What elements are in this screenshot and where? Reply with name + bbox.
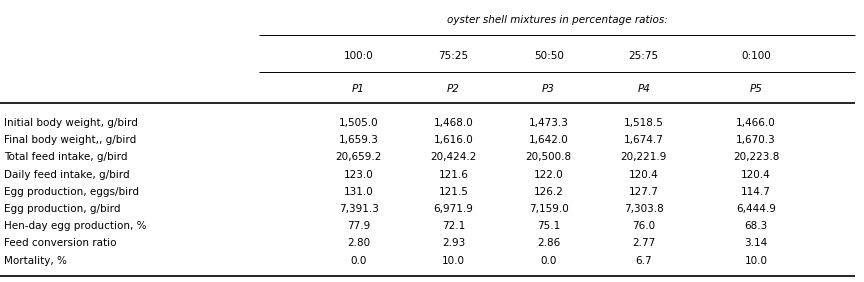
Text: 6,971.9: 6,971.9 [434, 204, 473, 214]
Text: 100:0: 100:0 [344, 51, 373, 61]
Text: 120.4: 120.4 [741, 169, 771, 180]
Text: 1,466.0: 1,466.0 [736, 118, 776, 128]
Text: 2.80: 2.80 [347, 239, 370, 248]
Text: Egg production, eggs/bird: Egg production, eggs/bird [4, 187, 139, 197]
Text: 20,424.2: 20,424.2 [430, 152, 477, 162]
Text: 2.77: 2.77 [632, 239, 655, 248]
Text: 2.93: 2.93 [442, 239, 465, 248]
Text: Mortality, %: Mortality, % [4, 256, 67, 266]
Text: 1,659.3: 1,659.3 [339, 135, 378, 145]
Text: 50:50: 50:50 [534, 51, 563, 61]
Text: 0:100: 0:100 [741, 51, 771, 61]
Text: 120.4: 120.4 [629, 169, 658, 180]
Text: 1,674.7: 1,674.7 [624, 135, 664, 145]
Text: 131.0: 131.0 [344, 187, 373, 197]
Text: 114.7: 114.7 [741, 187, 771, 197]
Text: 126.2: 126.2 [534, 187, 563, 197]
Text: 77.9: 77.9 [347, 221, 370, 231]
Text: 25:75: 25:75 [629, 51, 658, 61]
Text: 1,670.3: 1,670.3 [736, 135, 776, 145]
Text: Egg production, g/bird: Egg production, g/bird [4, 204, 121, 214]
Text: 127.7: 127.7 [629, 187, 658, 197]
Text: 122.0: 122.0 [534, 169, 563, 180]
Text: Hen-day egg production, %: Hen-day egg production, % [4, 221, 147, 231]
Text: 6,444.9: 6,444.9 [736, 204, 776, 214]
Text: 1,473.3: 1,473.3 [529, 118, 569, 128]
Text: Daily feed intake, g/bird: Daily feed intake, g/bird [4, 169, 130, 180]
Text: 10.0: 10.0 [745, 256, 767, 266]
Text: 68.3: 68.3 [745, 221, 767, 231]
Text: 0.0: 0.0 [541, 256, 556, 266]
Text: 72.1: 72.1 [442, 221, 465, 231]
Text: 20,221.9: 20,221.9 [620, 152, 667, 162]
Text: 6.7: 6.7 [635, 256, 652, 266]
Text: 10.0: 10.0 [442, 256, 465, 266]
Text: 20,500.8: 20,500.8 [525, 152, 572, 162]
Text: 1,505.0: 1,505.0 [339, 118, 378, 128]
Text: 1,616.0: 1,616.0 [434, 135, 473, 145]
Text: 75:25: 75:25 [439, 51, 468, 61]
Text: 123.0: 123.0 [344, 169, 373, 180]
Text: 1,642.0: 1,642.0 [529, 135, 569, 145]
Text: 3.14: 3.14 [745, 239, 767, 248]
Text: 0.0: 0.0 [351, 256, 366, 266]
Text: 7,391.3: 7,391.3 [339, 204, 378, 214]
Text: 76.0: 76.0 [632, 221, 655, 231]
Text: 7,159.0: 7,159.0 [529, 204, 569, 214]
Text: 121.6: 121.6 [439, 169, 468, 180]
Text: Total feed intake, g/bird: Total feed intake, g/bird [4, 152, 128, 162]
Text: 1,468.0: 1,468.0 [434, 118, 473, 128]
Text: oyster shell mixtures in percentage ratios:: oyster shell mixtures in percentage rati… [447, 15, 668, 25]
Text: P5: P5 [750, 84, 762, 94]
Text: 1,518.5: 1,518.5 [624, 118, 664, 128]
Text: 20,659.2: 20,659.2 [335, 152, 382, 162]
Text: 20,223.8: 20,223.8 [733, 152, 779, 162]
Text: P4: P4 [638, 84, 650, 94]
Text: Initial body weight, g/bird: Initial body weight, g/bird [4, 118, 138, 128]
Text: Feed conversion ratio: Feed conversion ratio [4, 239, 117, 248]
Text: 121.5: 121.5 [439, 187, 468, 197]
Text: P1: P1 [353, 84, 365, 94]
Text: 2.86: 2.86 [537, 239, 560, 248]
Text: 75.1: 75.1 [537, 221, 560, 231]
Text: Final body weight,, g/bird: Final body weight,, g/bird [4, 135, 137, 145]
Text: 7,303.8: 7,303.8 [624, 204, 664, 214]
Text: P2: P2 [448, 84, 460, 94]
Text: P3: P3 [543, 84, 555, 94]
